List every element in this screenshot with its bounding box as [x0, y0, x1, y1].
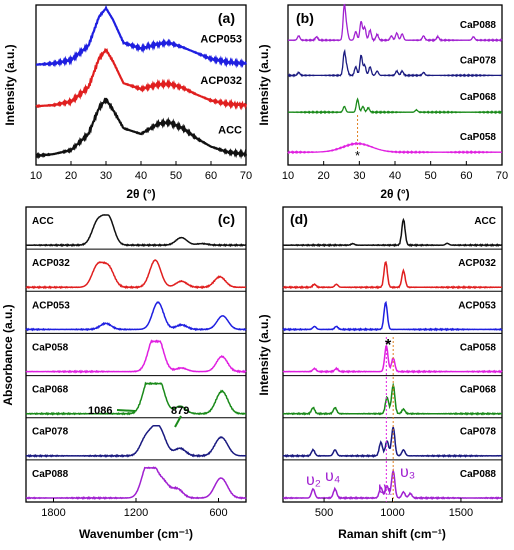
series-label: CaP078 [460, 55, 497, 66]
annotation-star-b: * [355, 148, 360, 163]
panel-label-b: (b) [296, 10, 314, 26]
series-group-b: * CaP088 CaP078 CaP068 CaP058 [287, 3, 503, 163]
x-axis-label-a: 2θ (°) [126, 187, 155, 201]
x-ticks-c: 1800 1200 600 [41, 498, 228, 519]
b-tick-label: 50 [425, 170, 437, 182]
series-line [288, 3, 503, 43]
c-tick-label: 1200 [124, 507, 148, 519]
series-line [287, 141, 503, 155]
series-label: ACC [218, 125, 242, 137]
b-tick-label: 40 [389, 170, 401, 182]
b-tick-label: 70 [496, 170, 508, 182]
panel-label-d: (d) [290, 211, 308, 227]
annotation-star-d: * [385, 337, 392, 354]
series-line [25, 424, 247, 458]
panel-label-c: (c) [218, 211, 235, 227]
series-label: ACP032 [32, 258, 70, 269]
series-line [35, 47, 248, 111]
a-tick-label: 20 [65, 170, 77, 182]
d-tick-label: 500 [315, 507, 333, 519]
series-group-c: ACC ACP032 ACP053 CaP058 CaP068 CaP078 CaP088 [25, 214, 247, 501]
series-line [36, 4, 248, 69]
series-label: ACC [32, 216, 54, 227]
series-line [288, 97, 503, 115]
annotation-v2: υ₂ [306, 472, 321, 489]
b-tick-label: 20 [318, 170, 330, 182]
series-group-d: ACC ACP032 ACP053 CaP058 CaP068 CaP078 CaP088 [282, 216, 503, 502]
a-tick-label: 70 [240, 170, 252, 182]
annotation-v3: υ₃ [400, 464, 415, 481]
series-group-a: ACP053 ACP032 ACC [35, 4, 248, 160]
series-label: CaP088 [32, 469, 69, 480]
y-axis-label-a: Intensity (a.u.) [3, 44, 17, 125]
series-label: CaP088 [460, 20, 497, 31]
d-tick-label: 1000 [380, 507, 404, 519]
panel-a: ACP053 ACP032 ACC 10 20 30 40 50 60 70 (a) 2θ (°… [3, 4, 252, 201]
series-line [287, 48, 503, 78]
x-axis-label-b: 2θ (°) [380, 187, 409, 201]
series-label: CaP068 [460, 385, 497, 396]
y-axis-label-b: Intensity (a.u.) [257, 44, 271, 125]
series-label: CaP088 [460, 469, 497, 480]
a-tick-label: 60 [205, 170, 217, 182]
b-tick-label: 10 [282, 170, 294, 182]
series-label: CaP078 [460, 427, 497, 438]
series-line [282, 468, 503, 501]
c-tick-label: 600 [209, 507, 227, 519]
series-line [25, 259, 246, 290]
x-ticks-d: 500 1000 1500 [315, 498, 473, 519]
series-label: ACP053 [200, 34, 242, 46]
series-line [35, 97, 248, 160]
series-line [282, 382, 502, 416]
a-tick-label: 10 [30, 170, 42, 182]
series-label: CaP058 [460, 342, 497, 353]
series-label: ACP032 [458, 258, 496, 269]
panel-d: ACCACP032ACP053CaP058CaP068CaP078CaP088 … [257, 206, 503, 541]
panel-b: * CaP088 CaP078 CaP068 CaP058 10 20 30 40 50 60 70… [257, 3, 508, 201]
panel-c: ACCACP032ACP053CaP058CaP068CaP078CaP088 … [1, 206, 247, 541]
arrow-879 [174, 415, 182, 428]
panel-label-a: (a) [218, 10, 235, 26]
y-axis-label-d: Intensity (a.u.) [257, 314, 271, 395]
x-ticks-b: 10 20 30 40 50 60 70 [282, 161, 508, 182]
series-line [282, 345, 503, 374]
b-tick-label: 60 [460, 170, 472, 182]
series-line [26, 214, 247, 248]
plot-frame-c [25, 206, 247, 503]
y-axis-label-c: Absorbance (a.u.) [1, 304, 15, 405]
series-label: ACP032 [200, 75, 242, 87]
series-label: ACC [474, 216, 496, 227]
series-line [282, 260, 502, 290]
a-tick-label: 50 [170, 170, 182, 182]
annotation-v1: υ₁ [378, 480, 392, 497]
series-line [25, 381, 246, 416]
series-label: ACP053 [32, 300, 70, 311]
annotation-1086: 1086 [88, 405, 112, 417]
series-label: CaP058 [460, 132, 497, 143]
annotation-v4: υ₄ [325, 468, 340, 485]
series-label: ACP053 [458, 300, 496, 311]
a-tick-label: 40 [135, 170, 147, 182]
x-ticks-a: 10 20 30 40 50 60 70 [30, 161, 252, 182]
series-label: CaP058 [32, 342, 69, 353]
arrow-1086 [116, 409, 136, 412]
a-tick-label: 30 [100, 170, 112, 182]
series-label: CaP078 [32, 427, 69, 438]
annotation-879: 879 [171, 405, 189, 417]
plot-frame-d [282, 206, 503, 503]
series-line [25, 301, 247, 332]
x-axis-label-d: Raman shift (cm⁻¹) [338, 527, 446, 541]
series-line [282, 300, 503, 332]
d-tick-label: 1500 [449, 507, 473, 519]
x-axis-label-c: Wavenumber (cm⁻¹) [79, 527, 193, 541]
series-line [25, 466, 247, 501]
series-line [25, 339, 247, 374]
series-line [282, 426, 503, 458]
series-line [283, 217, 503, 248]
series-label: CaP068 [460, 92, 497, 103]
b-tick-label: 30 [353, 170, 365, 182]
series-label: CaP068 [32, 385, 69, 396]
c-tick-label: 1800 [41, 507, 65, 519]
